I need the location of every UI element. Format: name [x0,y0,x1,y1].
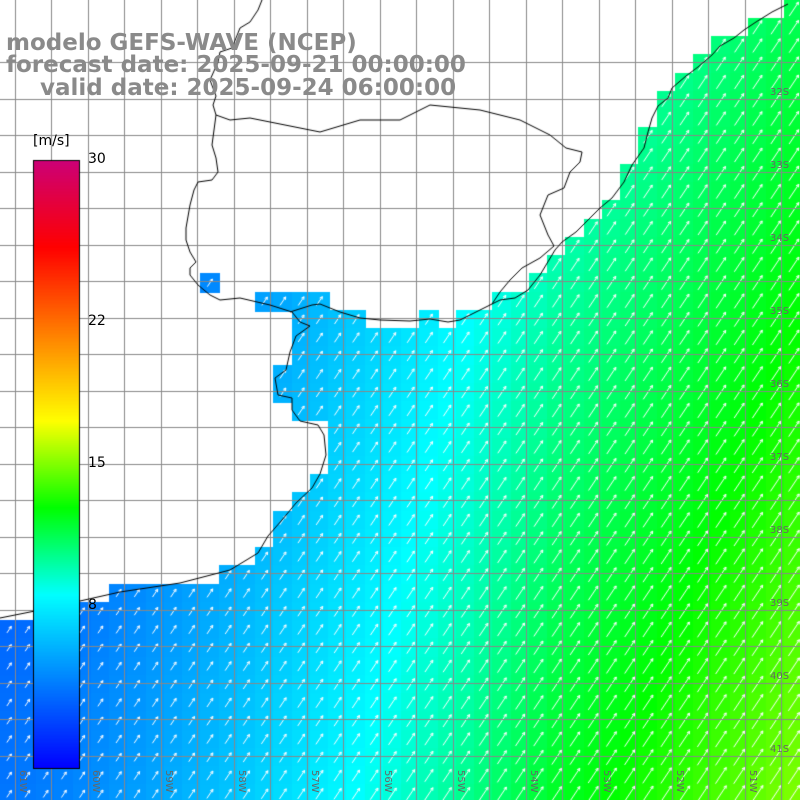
lon-label-54W: 54W [528,770,539,793]
lat-label-41S: 41S [770,744,790,755]
model-title: modelo GEFS-WAVE (NCEP) [6,30,357,56]
lon-label-61W: 61W [17,770,28,793]
lat-label-34S: 34S [770,233,790,244]
lat-label-32S: 32S [770,87,790,98]
lat-label-38S: 38S [770,525,790,536]
colorbar-tick-22: 22 [88,313,106,329]
lat-label-37S: 37S [770,452,790,463]
lon-label-55W: 55W [455,770,466,793]
forecast-date: forecast date: 2025-09-21 00:00:00 [6,52,466,78]
lat-label-35S: 35S [770,306,790,317]
lat-label-36S: 36S [770,379,790,390]
lat-label-33S: 33S [770,160,790,171]
colorbar-tick-15: 15 [88,455,106,471]
lon-label-59W: 59W [163,770,174,793]
colorbar-tick-30: 30 [88,151,106,167]
colorbar-unit: [m/s] [33,133,70,149]
lon-label-56W: 56W [382,770,393,793]
colorbar-tick-8: 8 [88,597,97,613]
lat-label-40S: 40S [770,671,790,682]
lon-label-52W: 52W [674,770,685,793]
lat-label-39S: 39S [770,598,790,609]
lon-label-58W: 58W [236,770,247,793]
lon-label-57W: 57W [309,770,320,793]
lon-label-51W: 51W [747,770,758,793]
lon-label-60W: 60W [90,770,101,793]
lon-label-53W: 53W [601,770,612,793]
valid-date: valid date: 2025-09-24 06:00:00 [40,75,457,101]
